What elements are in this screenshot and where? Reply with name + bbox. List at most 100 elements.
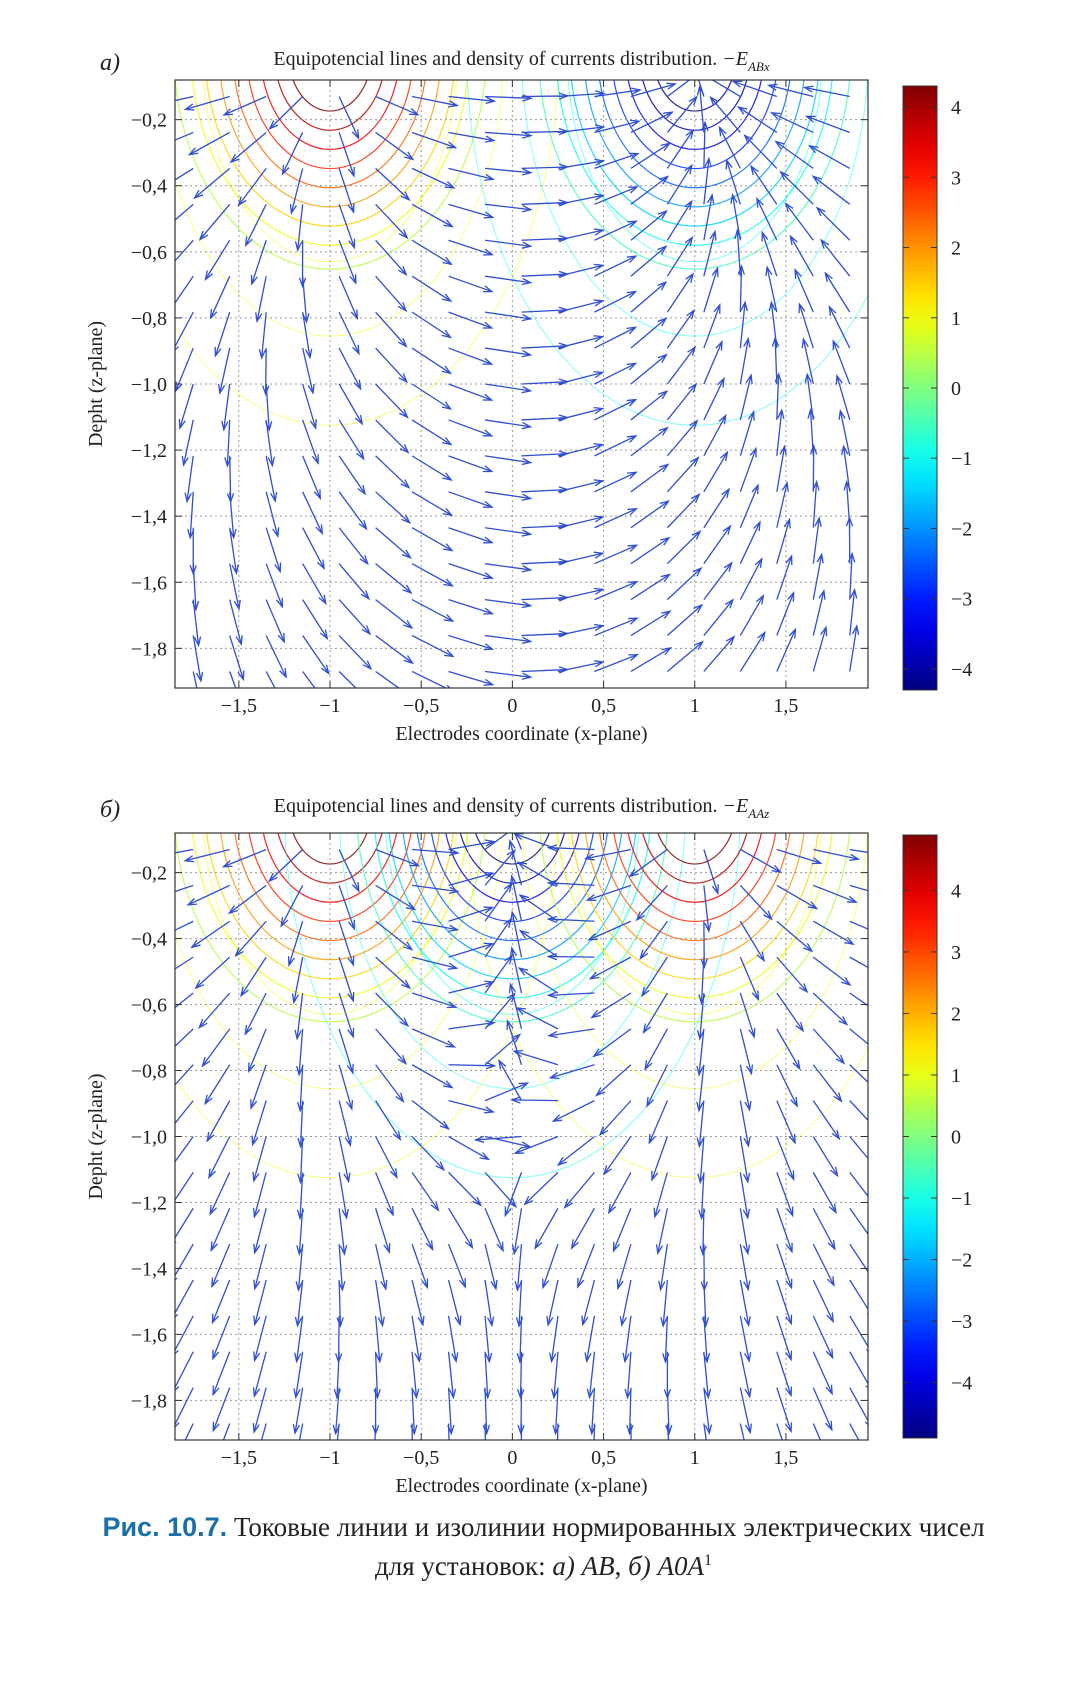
current-arrow-shaft	[175, 848, 194, 854]
current-arrow	[594, 362, 638, 385]
current-arrow	[484, 347, 533, 358]
current-arrow-head	[658, 390, 669, 400]
current-arrow-shaft	[192, 635, 202, 682]
current-arrow	[338, 1244, 346, 1292]
current-arrow	[666, 163, 693, 205]
current-arrow-head	[761, 230, 769, 242]
current-arrow-head	[627, 581, 639, 589]
current-arrow	[630, 500, 671, 529]
current-arrow-shaft	[703, 1315, 708, 1362]
current-arrow-head	[546, 952, 558, 961]
current-arrow-head	[175, 1313, 179, 1318]
current-arrow-head	[521, 421, 533, 430]
current-arrow	[639, 920, 668, 961]
current-arrow-shaft	[703, 122, 706, 169]
current-arrow-head	[298, 277, 307, 289]
current-arrow-head	[442, 437, 453, 446]
current-arrow	[375, 920, 414, 951]
current-arrow-head	[688, 382, 698, 393]
current-arrow-head	[744, 1423, 753, 1435]
y-tick-label: −0,4	[131, 929, 167, 951]
current-arrow-shaft	[295, 1315, 304, 1362]
current-arrow	[252, 1387, 267, 1434]
current-arrow-shaft	[666, 1423, 670, 1440]
current-arrow-shaft	[484, 1082, 528, 1102]
equipotential-line	[284, 833, 741, 1179]
current-arrow-head	[550, 1388, 559, 1400]
current-arrow	[252, 1172, 267, 1219]
current-arrow-head	[628, 654, 640, 662]
current-arrow	[798, 302, 814, 349]
current-arrow-shaft	[411, 599, 454, 622]
x-tick-label: −0,5	[403, 1447, 439, 1469]
colorbar-tick-label: 1	[951, 308, 961, 330]
current-arrow	[812, 1172, 837, 1215]
y-tick-label: −1,2	[131, 1192, 167, 1214]
current-arrow	[616, 1243, 632, 1291]
current-arrow	[776, 590, 795, 636]
current-arrow-shaft	[212, 1315, 231, 1359]
current-arrow	[253, 1243, 267, 1291]
current-arrow-shaft	[338, 921, 355, 966]
current-arrow-shaft	[524, 1171, 559, 1205]
current-arrow-shaft	[484, 311, 531, 320]
current-arrow-head	[660, 142, 672, 151]
current-arrow-head	[359, 555, 369, 566]
current-arrow-shaft	[657, 1208, 669, 1254]
current-arrow	[849, 1064, 868, 1084]
current-arrow	[175, 1064, 194, 1086]
current-arrow-head	[375, 1352, 383, 1364]
current-arrow-shaft	[256, 276, 267, 322]
current-arrow	[374, 1315, 383, 1364]
current-arrow-head	[398, 229, 409, 240]
y-tick-label: −0,8	[131, 308, 167, 330]
current-arrow	[594, 152, 640, 170]
current-arrow	[181, 419, 194, 467]
current-arrow	[448, 239, 495, 256]
current-arrow-shaft	[252, 1100, 267, 1145]
current-arrow-head	[399, 443, 410, 454]
current-arrow	[812, 1064, 843, 1103]
current-arrow	[338, 563, 371, 601]
current-arrow-shaft	[666, 604, 703, 637]
current-arrow	[211, 1243, 231, 1289]
current-arrow	[666, 493, 701, 529]
current-arrow	[448, 527, 494, 544]
current-arrow-head	[231, 564, 239, 576]
current-arrow-head	[268, 120, 279, 131]
current-arrow	[739, 446, 757, 493]
current-arrow	[628, 848, 668, 878]
current-arrow	[201, 1028, 231, 1068]
current-arrow	[234, 920, 267, 958]
current-arrow-head	[484, 1106, 495, 1114]
current-arrow-head	[774, 140, 785, 150]
current-arrow-shaft	[594, 654, 638, 673]
current-arrow-head	[584, 1352, 592, 1364]
current-arrow-head	[175, 1386, 180, 1392]
current-arrow-shaft	[375, 347, 408, 383]
current-arrow	[186, 884, 230, 906]
y-tick-label: −0,2	[131, 863, 167, 885]
current-arrow	[849, 1351, 868, 1389]
current-arrow	[184, 1423, 194, 1440]
current-arrow-head	[345, 1099, 354, 1111]
current-arrow	[630, 1423, 632, 1440]
current-arrow	[510, 910, 523, 958]
current-arrow-shaft	[374, 1423, 377, 1440]
current-arrow-head	[660, 1316, 668, 1328]
current-arrow-head	[849, 853, 861, 861]
current-arrow-head	[292, 1424, 301, 1435]
current-arrow	[484, 275, 533, 286]
current-arrow-head	[193, 189, 204, 200]
current-arrow-head	[252, 1387, 261, 1399]
current-arrow-shaft	[338, 992, 354, 1037]
current-arrow	[448, 942, 495, 958]
current-arrow-shaft	[204, 1064, 231, 1104]
current-arrow	[375, 599, 414, 630]
current-arrow	[739, 1208, 751, 1256]
current-arrow-head	[743, 134, 754, 144]
current-arrow-shaft	[302, 599, 328, 639]
current-arrow	[484, 598, 533, 609]
current-arrow	[375, 1064, 405, 1103]
current-arrow	[651, 1136, 669, 1182]
